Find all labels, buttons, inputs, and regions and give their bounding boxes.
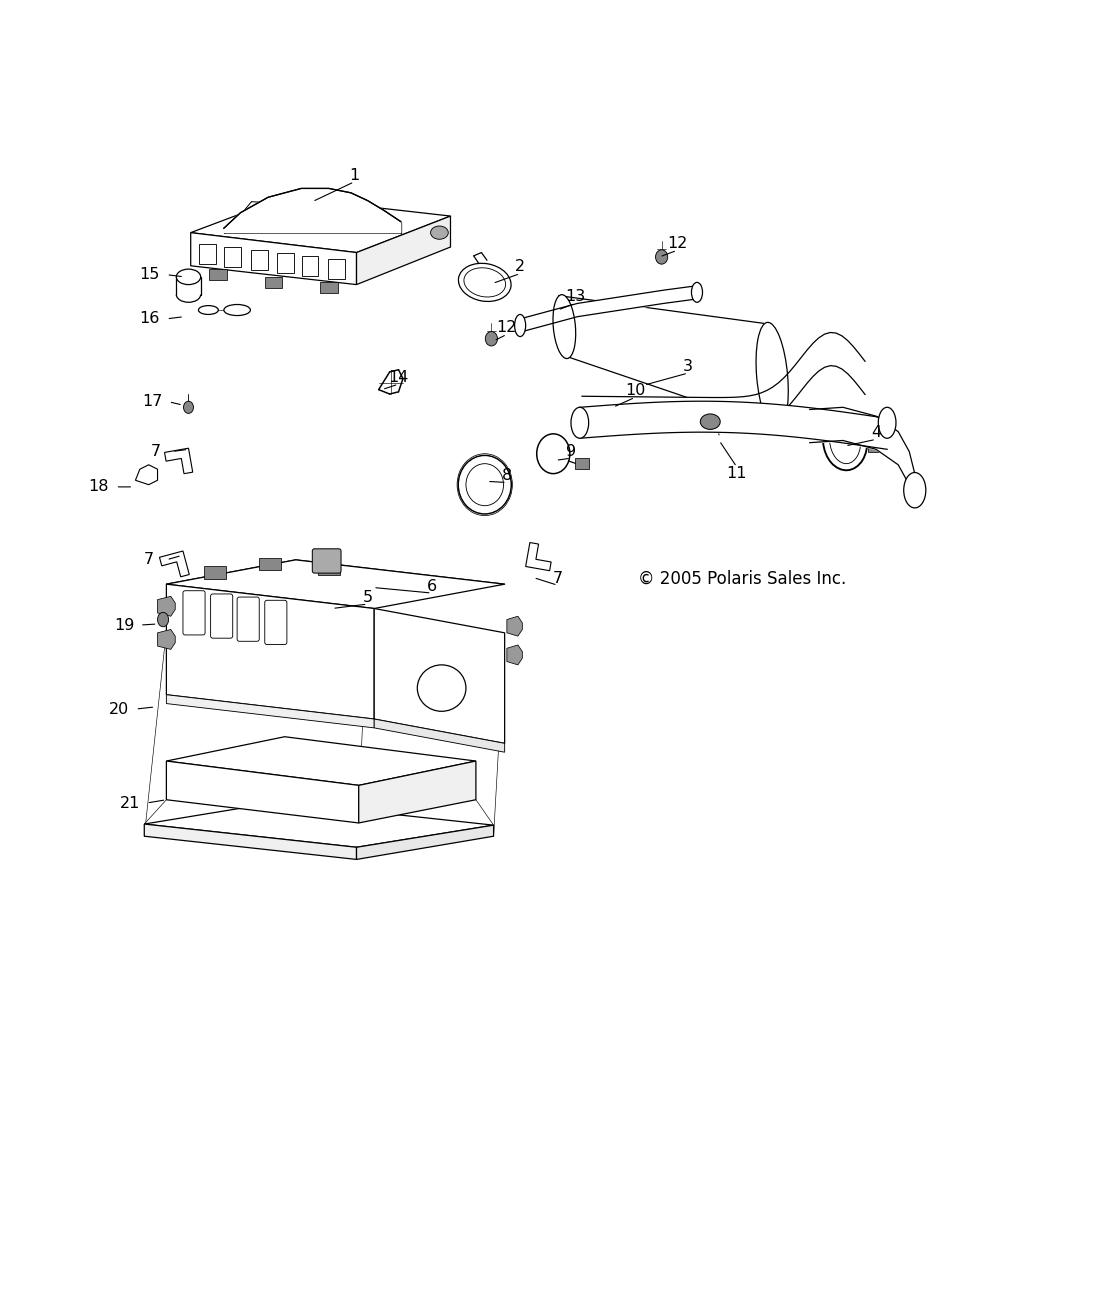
Text: 19: 19 [114,618,134,632]
Text: 3: 3 [683,359,693,373]
Text: 9: 9 [565,444,575,459]
Polygon shape [507,645,522,665]
Text: 1: 1 [349,168,360,182]
Bar [199,245,216,264]
Polygon shape [210,269,227,280]
Bar [302,256,319,276]
Text: 20: 20 [109,701,129,717]
Polygon shape [374,609,504,743]
Ellipse shape [459,263,511,302]
Text: 2: 2 [516,259,526,275]
Ellipse shape [199,306,219,315]
Polygon shape [224,189,401,233]
Polygon shape [158,630,176,649]
Text: 16: 16 [140,311,160,327]
Ellipse shape [486,332,498,346]
Text: 13: 13 [565,289,585,304]
Ellipse shape [571,407,589,438]
Polygon shape [167,584,374,719]
Text: 11: 11 [727,466,747,481]
Ellipse shape [177,269,201,285]
Polygon shape [359,761,476,824]
Bar [278,254,294,273]
Ellipse shape [418,665,466,712]
Ellipse shape [823,411,868,470]
Ellipse shape [655,250,668,264]
Polygon shape [507,617,522,636]
Bar [251,250,268,271]
Ellipse shape [431,226,448,239]
Polygon shape [575,458,589,470]
Ellipse shape [183,401,193,414]
Polygon shape [357,216,450,285]
Polygon shape [264,277,282,288]
Text: 21: 21 [120,795,140,811]
Polygon shape [160,552,189,576]
Bar [329,259,344,278]
Text: 5: 5 [362,589,372,605]
Text: 7: 7 [552,571,563,587]
Ellipse shape [553,294,575,359]
Text: 17: 17 [142,394,162,410]
Ellipse shape [757,323,789,431]
Bar [224,247,241,267]
Text: © 2005 Polaris Sales Inc.: © 2005 Polaris Sales Inc. [639,570,847,588]
Polygon shape [318,563,340,575]
Text: 18: 18 [89,479,109,494]
Text: 12: 12 [667,237,688,251]
Polygon shape [374,719,504,752]
Ellipse shape [830,418,861,463]
Ellipse shape [158,613,169,627]
Polygon shape [526,543,551,571]
Polygon shape [167,736,476,786]
Ellipse shape [691,282,702,302]
Ellipse shape [537,433,570,474]
Bar [869,444,880,451]
Polygon shape [191,233,357,285]
Ellipse shape [464,268,506,297]
Ellipse shape [466,463,503,506]
Text: 4: 4 [871,425,881,440]
Polygon shape [259,558,281,570]
Ellipse shape [458,455,511,514]
Ellipse shape [514,315,526,337]
Ellipse shape [224,304,250,316]
Polygon shape [320,282,338,294]
FancyBboxPatch shape [312,549,341,574]
Polygon shape [144,824,357,860]
Polygon shape [164,449,192,474]
Text: 15: 15 [140,267,160,282]
Polygon shape [167,761,359,824]
Text: 14: 14 [389,369,409,385]
Polygon shape [136,464,158,485]
Ellipse shape [700,414,720,429]
Polygon shape [167,559,504,609]
Polygon shape [144,801,493,847]
Text: 7: 7 [150,444,160,459]
Text: 7: 7 [143,553,153,567]
Text: 10: 10 [624,384,645,398]
Polygon shape [158,596,176,617]
Ellipse shape [879,407,895,438]
Polygon shape [204,566,226,579]
Text: 6: 6 [427,579,437,593]
Ellipse shape [903,472,925,507]
Text: 12: 12 [497,320,517,336]
Polygon shape [191,198,450,252]
Polygon shape [167,695,374,727]
Polygon shape [357,825,493,860]
Text: 8: 8 [502,468,512,484]
